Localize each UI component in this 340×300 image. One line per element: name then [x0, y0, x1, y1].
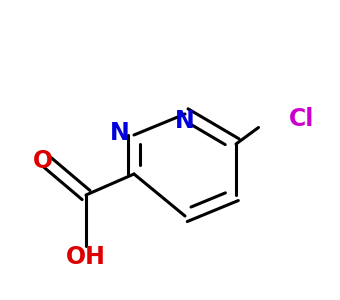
Text: O: O	[32, 148, 53, 172]
Text: N: N	[110, 122, 130, 146]
Text: N: N	[175, 110, 195, 134]
Text: Cl: Cl	[289, 106, 314, 130]
Text: OH: OH	[66, 244, 106, 268]
